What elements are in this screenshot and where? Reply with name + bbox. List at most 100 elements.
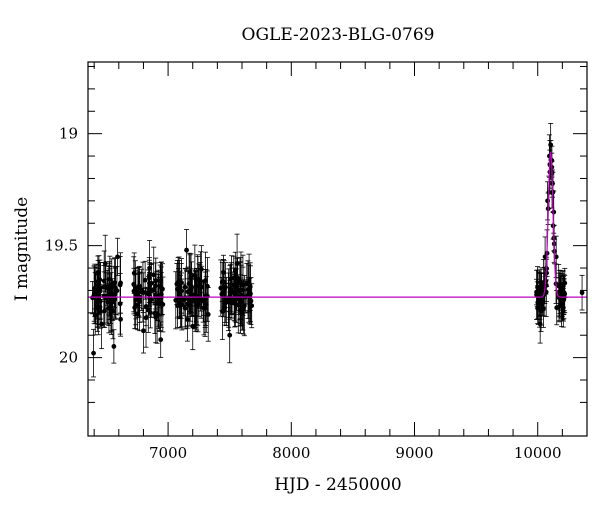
data-point xyxy=(95,270,101,275)
data-point xyxy=(203,302,209,307)
data-point xyxy=(539,300,544,306)
data-point xyxy=(147,310,153,316)
data-point xyxy=(137,299,143,304)
data-point xyxy=(185,316,190,322)
data-point xyxy=(235,275,241,281)
data-point xyxy=(153,314,159,320)
data-point xyxy=(194,294,199,299)
data-point xyxy=(102,308,107,314)
x-tick-labels: 7000 8000 9000 10000 xyxy=(149,444,562,462)
x-tick-label: 8000 xyxy=(272,444,310,462)
data-point xyxy=(221,270,226,275)
data-point xyxy=(557,289,563,295)
data-point xyxy=(559,299,565,305)
data-point xyxy=(101,293,107,299)
x-tick-label: 7000 xyxy=(149,444,187,462)
data-point xyxy=(133,291,139,297)
data-point xyxy=(197,283,203,289)
data-point xyxy=(548,142,554,148)
data-point xyxy=(187,269,193,275)
data-point xyxy=(545,198,550,204)
y-tick-label: 19 xyxy=(59,125,78,143)
data-point xyxy=(141,328,146,334)
data-point xyxy=(561,293,567,299)
y-tick-labels: 19 19.5 20 xyxy=(45,125,78,367)
data-point xyxy=(143,304,149,309)
data-point xyxy=(198,297,204,303)
data-point xyxy=(198,266,204,272)
data-point xyxy=(228,276,233,282)
data-point xyxy=(111,344,117,349)
data-point xyxy=(151,287,157,292)
data-point xyxy=(105,299,110,305)
y-tick-label: 20 xyxy=(59,349,78,367)
data-point xyxy=(151,272,157,278)
data-point xyxy=(117,282,123,288)
data-point xyxy=(175,303,180,308)
data-point xyxy=(220,288,226,294)
data-point xyxy=(132,305,138,310)
data-point xyxy=(556,283,562,289)
data-point xyxy=(101,278,107,284)
data-point xyxy=(231,296,237,302)
data-point xyxy=(226,299,231,305)
data-point xyxy=(135,311,141,317)
plot-frame xyxy=(87,61,588,437)
data-point xyxy=(118,316,123,322)
data-point xyxy=(102,261,108,266)
data-point xyxy=(173,297,179,303)
data-point xyxy=(233,281,239,287)
plot-area xyxy=(88,123,587,378)
data-point xyxy=(156,298,161,304)
data-point xyxy=(195,302,201,308)
data-point xyxy=(222,305,228,310)
data-point xyxy=(560,305,566,311)
data-point xyxy=(197,279,203,284)
data-point xyxy=(142,277,148,283)
data-point xyxy=(186,281,192,287)
data-point xyxy=(249,303,255,309)
data-point xyxy=(97,298,103,304)
data-point xyxy=(240,282,246,288)
data-point xyxy=(182,305,188,311)
data-point xyxy=(239,310,245,316)
data-point xyxy=(160,286,165,292)
data-point xyxy=(237,298,243,304)
data-point xyxy=(131,281,137,287)
data-point xyxy=(219,279,225,285)
error-bars xyxy=(89,123,585,378)
data-point xyxy=(535,305,541,311)
data-point xyxy=(238,292,244,298)
data-point xyxy=(178,299,183,305)
data-point xyxy=(229,289,235,295)
data-point xyxy=(184,247,189,253)
data-point xyxy=(95,306,101,312)
data-point xyxy=(220,309,225,314)
x-axis-label: HJD - 2450000 xyxy=(274,475,402,495)
x-tick-label: 10000 xyxy=(514,444,562,462)
data-point xyxy=(245,292,251,298)
data-point xyxy=(248,298,254,304)
data-point xyxy=(579,290,585,296)
y-axis-label: I magnitude xyxy=(12,197,32,301)
data-point xyxy=(227,332,233,338)
data-point xyxy=(179,280,184,285)
data-point xyxy=(240,287,246,293)
data-point xyxy=(556,304,562,310)
data-point xyxy=(131,270,137,276)
data-point xyxy=(188,273,194,279)
data-point xyxy=(133,297,139,303)
data-point xyxy=(189,284,195,290)
data-point xyxy=(136,283,142,289)
data-point xyxy=(136,288,141,293)
data-point xyxy=(97,277,103,283)
data-point xyxy=(244,281,250,287)
data-point xyxy=(158,337,164,343)
chart-title: OGLE-2023-BLG-0769 xyxy=(242,25,435,45)
data-point xyxy=(174,281,180,287)
data-point xyxy=(190,323,196,329)
axis-ticks xyxy=(88,62,588,436)
x-tick-label: 9000 xyxy=(395,444,433,462)
data-point xyxy=(91,292,97,298)
